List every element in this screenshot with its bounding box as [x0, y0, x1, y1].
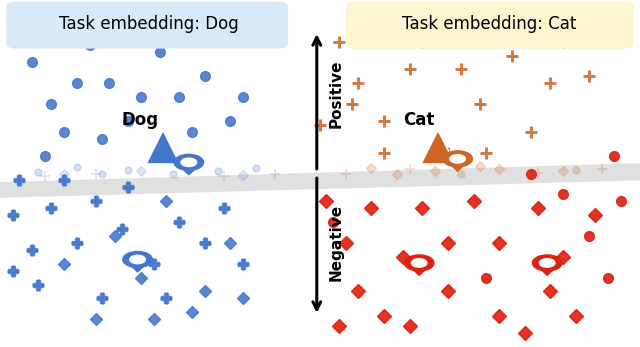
Polygon shape	[408, 266, 430, 276]
Text: Cat: Cat	[403, 111, 435, 129]
FancyBboxPatch shape	[6, 2, 288, 49]
Circle shape	[412, 259, 427, 267]
Text: Task embedding: Cat: Task embedding: Cat	[402, 15, 576, 33]
Circle shape	[532, 255, 562, 271]
Polygon shape	[178, 166, 200, 176]
Circle shape	[443, 151, 472, 167]
Circle shape	[450, 155, 465, 163]
Polygon shape	[536, 266, 558, 276]
Circle shape	[540, 259, 555, 267]
FancyBboxPatch shape	[346, 2, 634, 49]
Polygon shape	[127, 263, 148, 273]
Text: Positive: Positive	[328, 59, 343, 128]
Circle shape	[174, 154, 204, 170]
Circle shape	[123, 252, 152, 268]
Text: Dog: Dog	[122, 111, 159, 129]
Polygon shape	[447, 162, 468, 172]
Circle shape	[130, 255, 145, 264]
Circle shape	[181, 158, 196, 167]
Text: Task embedding: Dog: Task embedding: Dog	[59, 15, 238, 33]
Polygon shape	[0, 163, 640, 198]
Text: Negative: Negative	[328, 204, 343, 281]
Circle shape	[404, 255, 434, 271]
